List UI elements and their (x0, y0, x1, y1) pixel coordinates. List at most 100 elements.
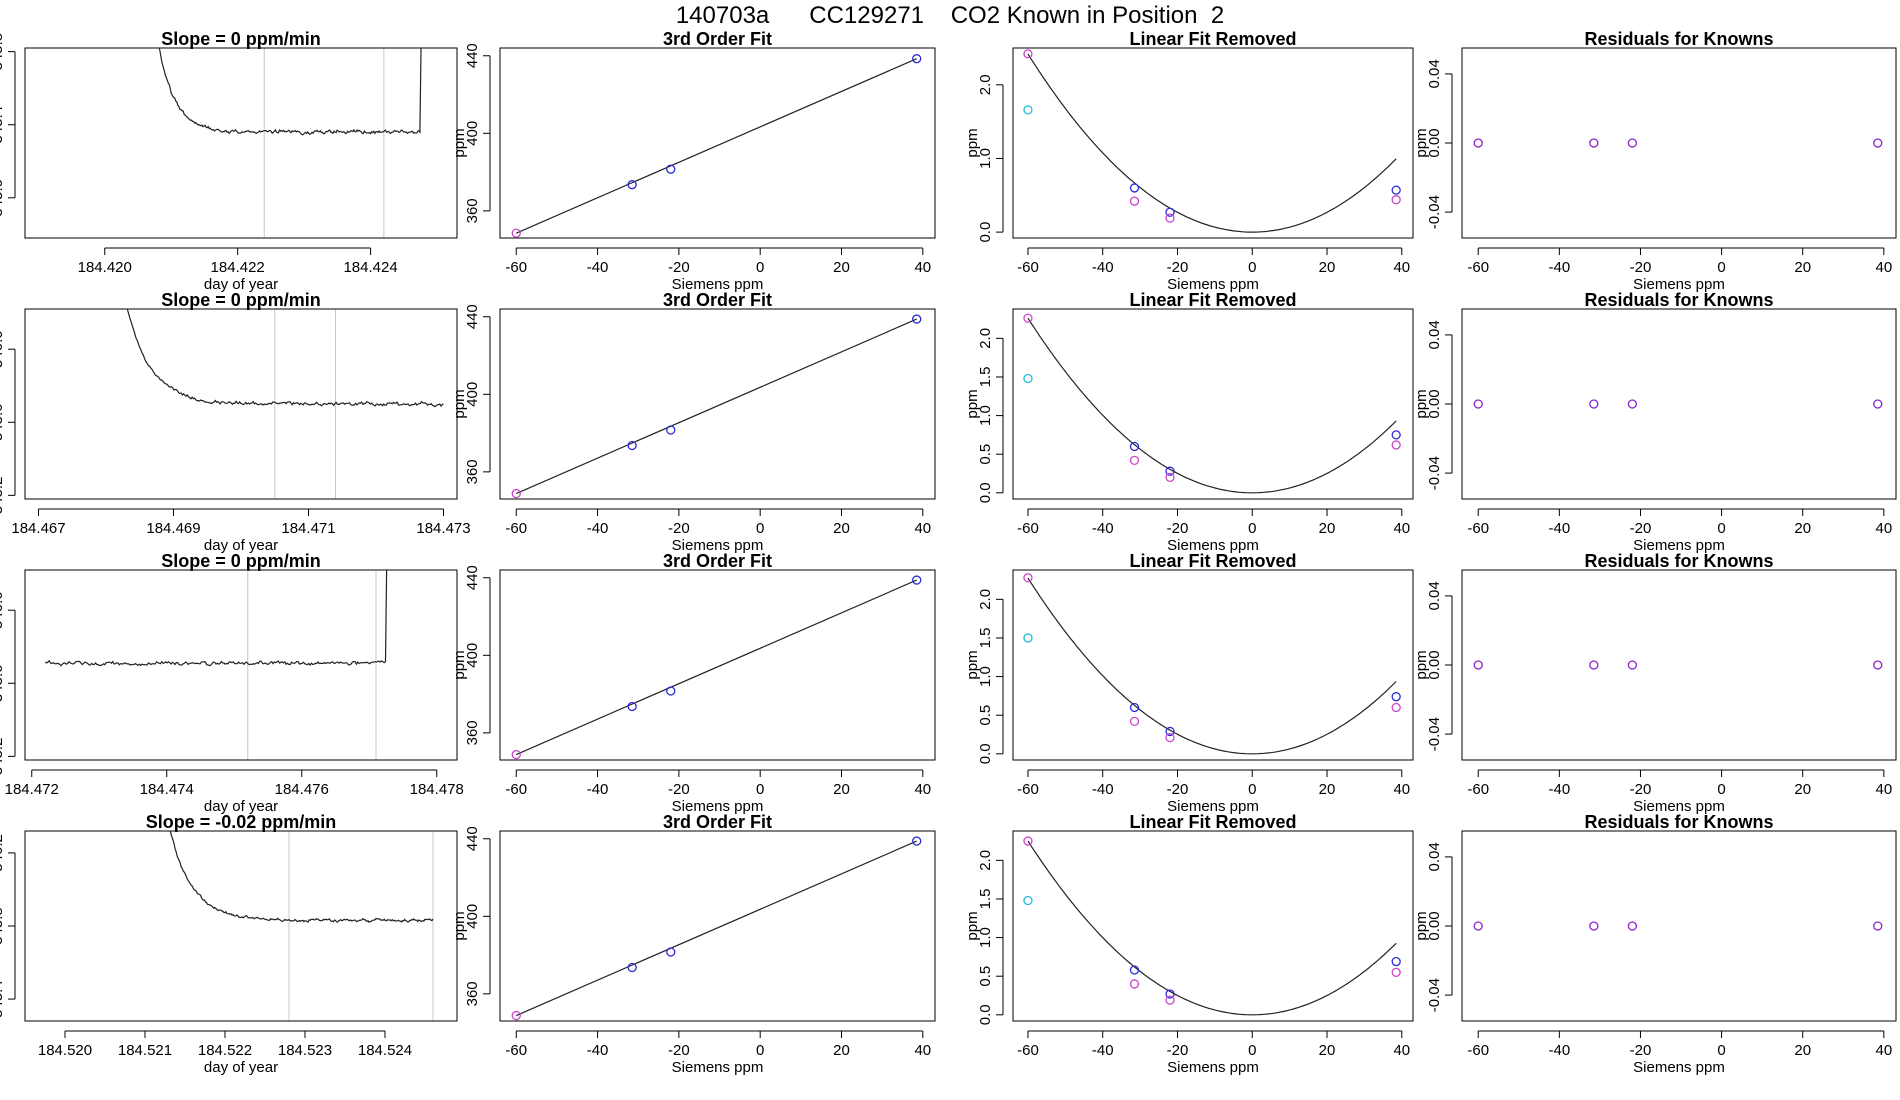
x-tick-label: 0 (1248, 520, 1256, 537)
data-point (666, 947, 676, 957)
plot-frame (1012, 830, 1414, 1022)
y-tick-label: 360 (464, 198, 481, 223)
data-point (1589, 399, 1599, 409)
data-point (1391, 692, 1401, 702)
fit-line (516, 579, 917, 756)
x-tick-label: 40 (914, 259, 931, 276)
x-tick-label: -60 (1467, 781, 1489, 798)
y-tick-label: 0.00 (1426, 128, 1443, 157)
x-tick-label: 184.471 (281, 520, 335, 537)
x-tick-label: -20 (668, 1042, 690, 1059)
y-axis-label: ppm (964, 650, 981, 679)
data-point (912, 54, 922, 64)
data-point (511, 488, 521, 499)
x-tick-label: -60 (1467, 1042, 1489, 1059)
x-tick-label: 184.473 (416, 520, 470, 537)
panel-title: Residuals for Knowns (1584, 551, 1773, 571)
y-tick-label: 0.0 (977, 743, 994, 764)
x-tick-label: 20 (833, 781, 850, 798)
y-tick-label: 360 (464, 981, 481, 1006)
data-point (1873, 399, 1883, 409)
panel-title: Slope = -0.02 ppm/min (146, 812, 337, 832)
y-axis-label: ppm (1413, 911, 1430, 940)
data-point (1023, 895, 1033, 906)
data-point (1391, 702, 1401, 713)
y-tick-label: 400 (464, 121, 481, 146)
x-tick-label: 184.424 (343, 259, 397, 276)
x-tick-label: 184.420 (78, 259, 132, 276)
x-tick-label: 40 (914, 1042, 931, 1059)
x-tick-label: 40 (914, 781, 931, 798)
data-point (1473, 921, 1483, 931)
y-tick-label: 1.5 (977, 628, 994, 649)
x-tick-label: 184.523 (278, 1042, 332, 1059)
plot-area (1027, 577, 1397, 755)
plot-frame (1461, 47, 1897, 239)
x-tick-label: 0 (1717, 520, 1725, 537)
x-tick-label: 0 (1248, 1042, 1256, 1059)
data-point (1129, 965, 1140, 975)
x-tick-label: -20 (668, 520, 690, 537)
y-tick-label: 346.0 (0, 591, 6, 629)
data-point (1165, 989, 1175, 999)
data-point (912, 314, 922, 324)
plot-frame (499, 830, 936, 1022)
panel-title: Linear Fit Removed (1129, 290, 1296, 310)
data-point (1129, 979, 1140, 989)
x-tick-label: 20 (1794, 520, 1811, 537)
panel-title: Slope = 0 ppm/min (161, 29, 321, 49)
data-point (627, 440, 637, 451)
plot-area (516, 318, 917, 495)
plot-area (169, 831, 434, 924)
plot-frame (1012, 47, 1414, 239)
plot-frame (1012, 308, 1414, 500)
data-point (1627, 399, 1638, 409)
x-tick-label: -20 (1630, 520, 1652, 537)
x-tick-label: -40 (587, 781, 609, 798)
y-tick-label: 345.6 (0, 664, 6, 702)
y-tick-label: 440 (464, 826, 481, 851)
panel-title: 3rd Order Fit (663, 290, 772, 310)
x-tick-label: 0 (756, 259, 764, 276)
panel-r1-c0: Slope = 0 ppm/min 184.467 184.469 184.471 18… (0, 290, 471, 554)
data-point (1023, 633, 1033, 643)
fit-curve (1027, 317, 1397, 494)
x-tick-label: -40 (1549, 259, 1571, 276)
y-tick-label: -0.04 (1426, 717, 1443, 751)
panel-r1-c3: Residuals for Knowns -60 -40 -20 0 20 40 Siemen… (1413, 290, 1897, 554)
x-axis-label: Siemens ppm (1633, 537, 1725, 554)
data-point (1473, 660, 1483, 670)
plot-area (1027, 317, 1397, 494)
plot-frame (499, 569, 936, 761)
data-point (1627, 138, 1638, 148)
y-axis-label: ppm (451, 389, 468, 418)
x-tick-label: -20 (668, 781, 690, 798)
x-tick-label: 0 (756, 781, 764, 798)
data-point (1627, 921, 1638, 931)
plot-area (126, 309, 444, 408)
y-tick-label: 345.2 (0, 738, 6, 776)
x-axis-label: Siemens ppm (1633, 1059, 1725, 1076)
x-tick-label: 20 (1794, 259, 1811, 276)
x-tick-label: 20 (1794, 1042, 1811, 1059)
y-axis-label: ppm (964, 128, 981, 157)
plot-frame (24, 569, 458, 761)
x-axis-label: Siemens ppm (1167, 276, 1259, 293)
data-point (1165, 213, 1175, 223)
panel-title: Residuals for Knowns (1584, 812, 1773, 832)
data-point (1129, 183, 1140, 193)
x-axis-label: Siemens ppm (672, 1059, 764, 1076)
x-axis-label: Siemens ppm (1633, 798, 1725, 815)
y-tick-label: 440 (464, 43, 481, 68)
data-point (1873, 138, 1883, 148)
y-tick-label: 0.0 (977, 482, 994, 503)
y-tick-label: 0.00 (1426, 911, 1443, 940)
plot-frame (24, 830, 458, 1022)
x-tick-label: 184.476 (275, 781, 329, 798)
x-tick-label: 184.422 (211, 259, 265, 276)
y-tick-label: 345.8 (0, 907, 6, 945)
x-tick-label: -60 (1467, 259, 1489, 276)
data-point (511, 1010, 521, 1021)
x-tick-label: -20 (1167, 781, 1189, 798)
